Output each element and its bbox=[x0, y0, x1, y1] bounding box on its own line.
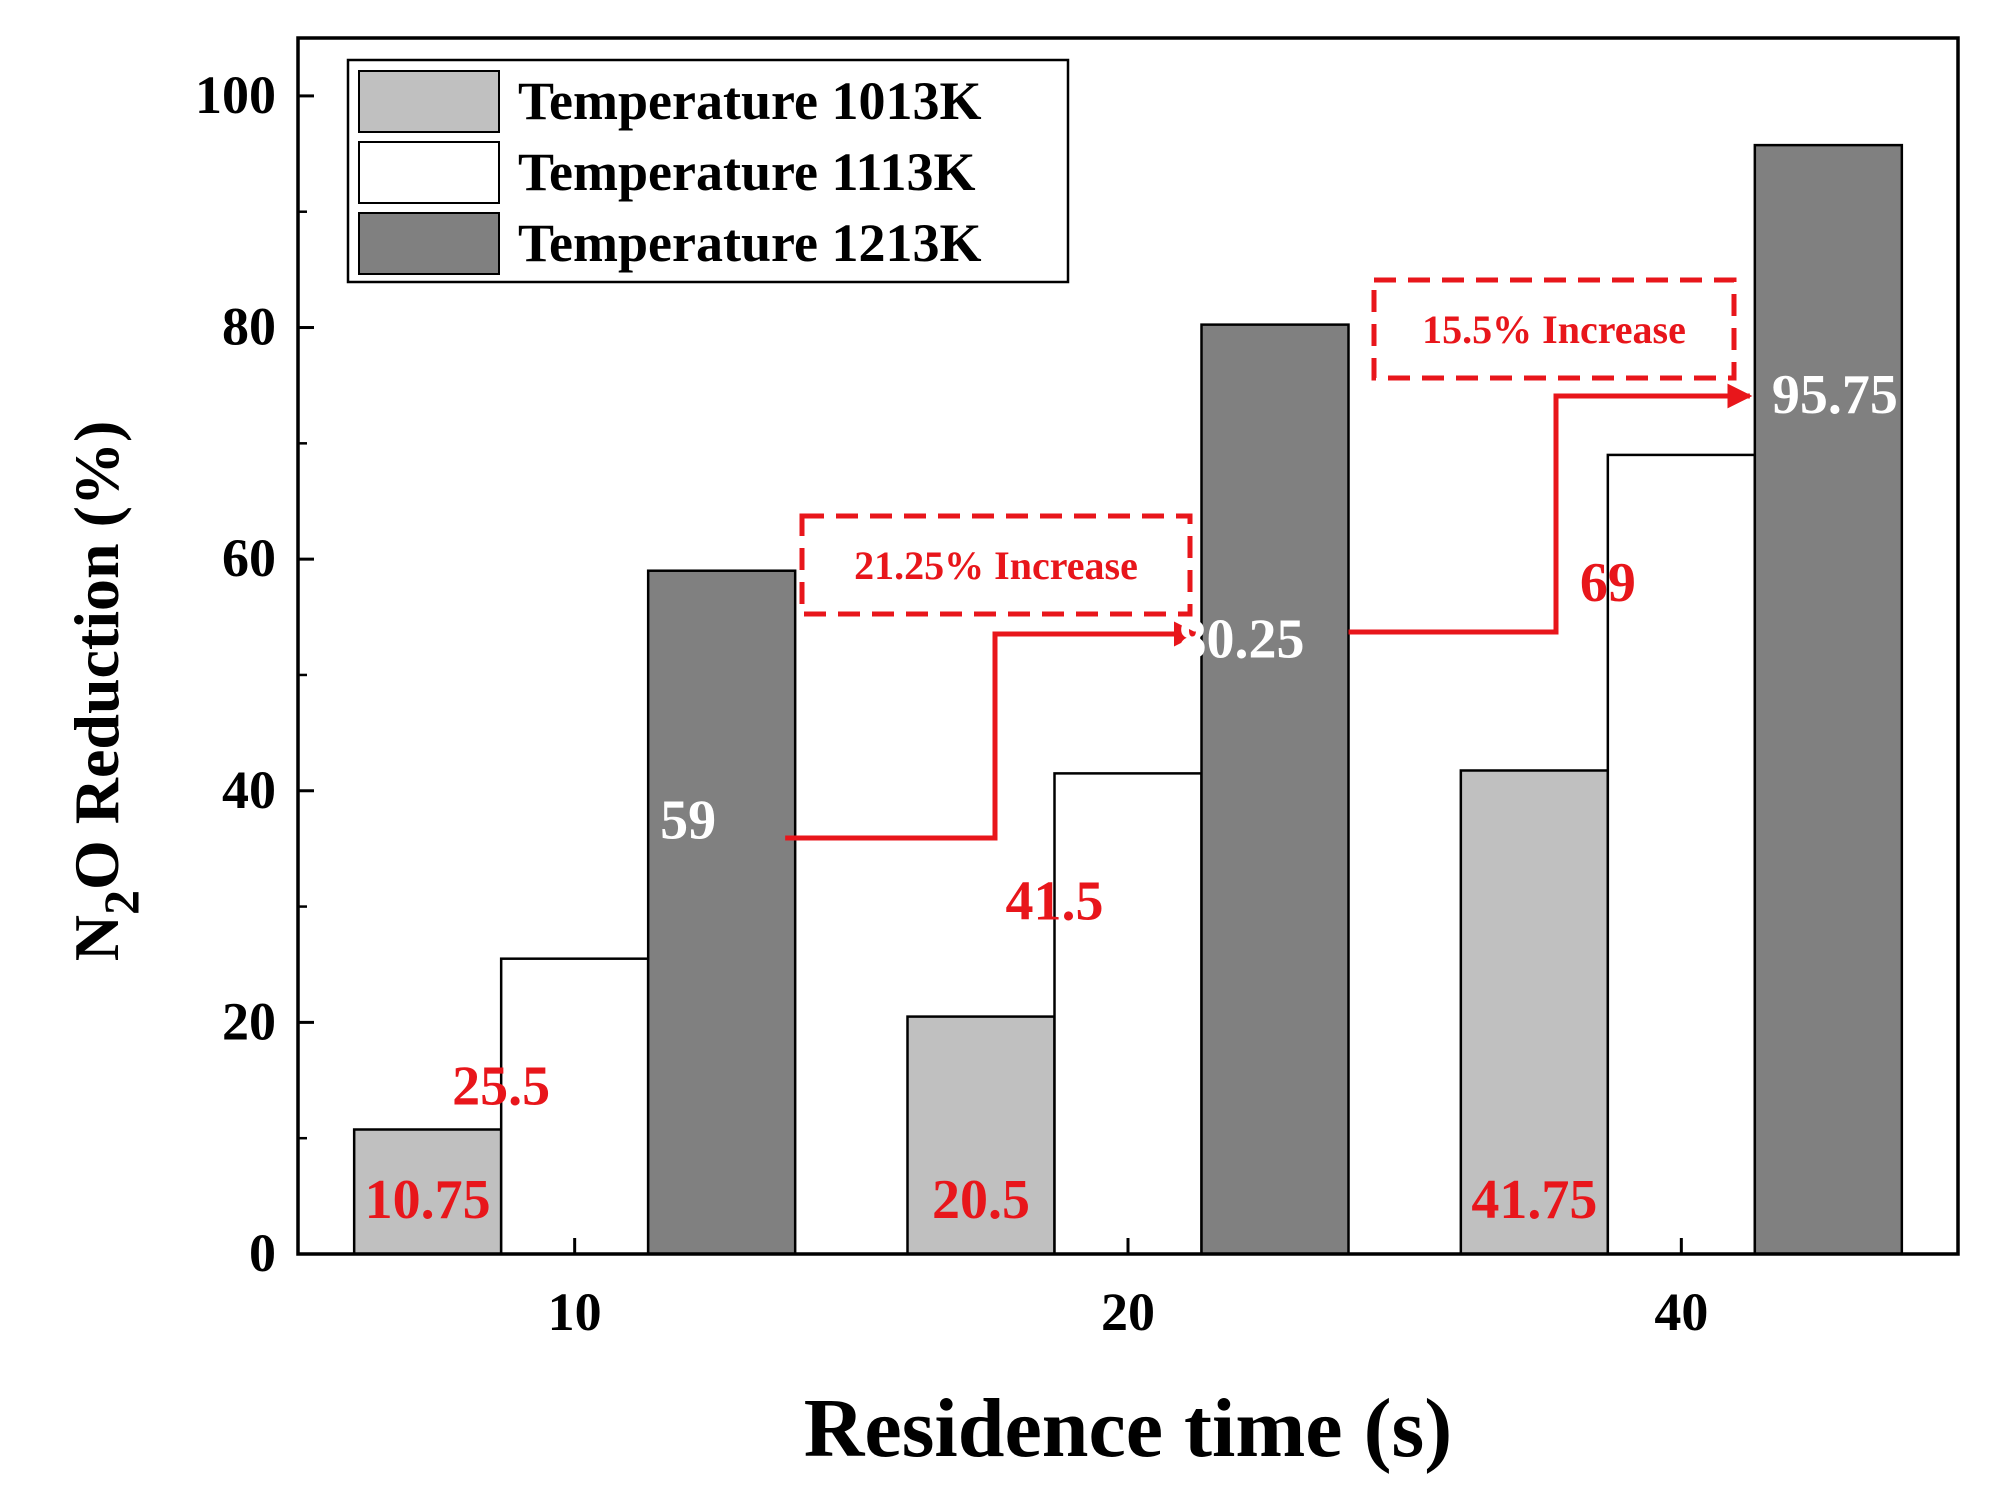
annotations-layer: 21.25% Increase 15.5% Increase bbox=[785, 277, 1753, 841]
increase-box-2 bbox=[1371, 277, 1737, 381]
legend-label-temperature-1113k: Temperature 1113K bbox=[518, 142, 976, 202]
data-labels: 10.75 20.5 41.75 25.5 41.5 69 59 80.25 95.75 bbox=[365, 364, 1898, 1231]
axes-layer: 0 20 40 60 80 100 10 20 40 Residence time (s) N2O … bbox=[61, 36, 1960, 1475]
bar-temperature-1113k-10 bbox=[499, 957, 650, 1256]
data-label-temperature-1213k-40: 95.75 bbox=[1772, 364, 1898, 426]
increase-label-1: 21.25% Increase bbox=[854, 543, 1138, 588]
y-axis-title-suffix: O Reduction (%) bbox=[61, 421, 132, 890]
bar-temperature-1113k-40 bbox=[1606, 453, 1757, 1256]
legend-swatch-temperature-1113k bbox=[358, 141, 500, 204]
x-tick-label: 20 bbox=[1101, 1282, 1155, 1342]
bar-temperature-1013k-10 bbox=[352, 1128, 503, 1256]
legend-swatch-temperature-1213k bbox=[358, 212, 500, 275]
y-tick-label: 40 bbox=[222, 760, 276, 820]
bar-temperature-1013k-20 bbox=[906, 1015, 1056, 1256]
y-axis-title-prefix: N bbox=[61, 915, 132, 961]
legend-swatch-temperature-1013k bbox=[358, 70, 500, 133]
y-tick-label: 60 bbox=[222, 528, 276, 588]
bar-temperature-1213k-40 bbox=[1753, 143, 1904, 1256]
legend-label-temperature-1013k: Temperature 1013K bbox=[518, 71, 981, 131]
legend: Temperature 1013K Temperature 1113K Temper… bbox=[346, 58, 1070, 284]
increase-box-1 bbox=[799, 513, 1193, 617]
legend-label-temperature-1213k: Temperature 1213K bbox=[518, 213, 981, 273]
x-tick-label: 10 bbox=[548, 1282, 602, 1342]
data-label-temperature-1013k-10: 10.75 bbox=[365, 1169, 491, 1231]
bar-temperature-1213k-10 bbox=[646, 569, 797, 1256]
increase-arrow-1 bbox=[785, 621, 1199, 841]
data-label-temperature-1213k-20: 80.25 bbox=[1179, 609, 1305, 671]
increase-arrow-2 bbox=[1348, 383, 1753, 635]
data-label-temperature-1013k-20: 20.5 bbox=[932, 1169, 1030, 1231]
data-label-temperature-1013k-40: 41.75 bbox=[1471, 1169, 1597, 1231]
data-label-temperature-1113k-10: 25.5 bbox=[452, 1056, 550, 1118]
increase-label-2: 15.5% Increase bbox=[1422, 307, 1686, 352]
y-tick-label: 80 bbox=[222, 297, 276, 357]
x-tick-label: 40 bbox=[1654, 1282, 1708, 1342]
data-label-temperature-1213k-10: 59 bbox=[660, 790, 716, 852]
bars-layer bbox=[352, 143, 1904, 1256]
y-axis-title-subscript: 2 bbox=[93, 890, 149, 915]
bar-temperature-1213k-20 bbox=[1200, 323, 1350, 1256]
data-label-temperature-1113k-20: 41.5 bbox=[1006, 870, 1104, 932]
bar-temperature-1113k-20 bbox=[1053, 772, 1203, 1256]
y-tick-label: 0 bbox=[249, 1223, 276, 1283]
y-tick-label: 20 bbox=[222, 991, 276, 1051]
data-label-temperature-1113k-40: 69 bbox=[1580, 552, 1636, 614]
y-tick-label: 100 bbox=[195, 65, 276, 125]
x-axis-title: Residence time (s) bbox=[804, 1382, 1452, 1475]
y-axis-title: N2O Reduction (%) bbox=[61, 421, 149, 962]
